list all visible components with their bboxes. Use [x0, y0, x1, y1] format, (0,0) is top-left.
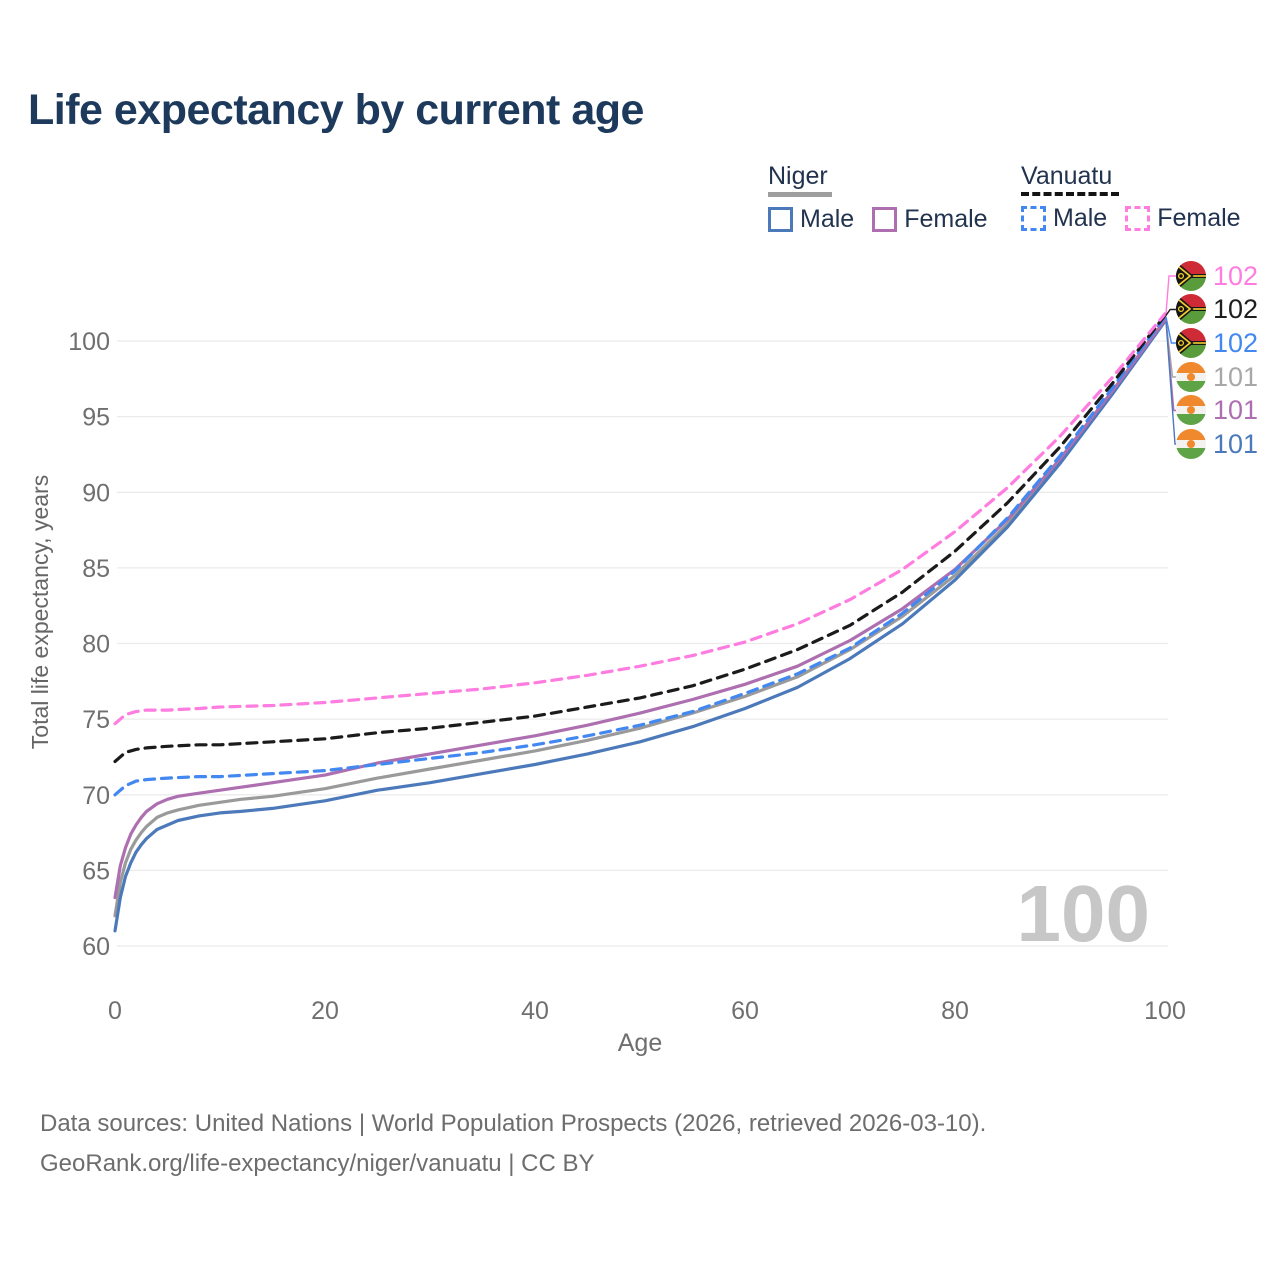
vanuatu-line-style-swatch [1021, 192, 1119, 196]
series-vu_f [113, 312, 1167, 726]
legend-label-niger-male: Male [800, 205, 855, 233]
y-tick-label: 70 [82, 782, 110, 810]
endpoint-value: 101 [1213, 395, 1259, 425]
niger-male-swatch-icon [768, 207, 793, 232]
niger-flag-icon [1176, 362, 1206, 392]
vanuatu-flag-icon [1176, 294, 1206, 324]
niger-flag-icon [1176, 429, 1206, 459]
endpoint-connector [1165, 321, 1176, 445]
vanuatu-flag-icon [1176, 328, 1206, 358]
series-ne_m [113, 319, 1167, 933]
x-tick-label: 0 [108, 997, 122, 1025]
vanuatu-male-swatch-icon [1021, 206, 1046, 231]
y-tick-label: 85 [82, 555, 110, 583]
y-tick-label: 65 [82, 857, 110, 885]
x-tick-label: 100 [1144, 997, 1186, 1025]
age-watermark: 100 [1016, 869, 1150, 958]
legend-country-niger[interactable]: Niger [768, 162, 828, 190]
x-tick-label: 80 [941, 997, 969, 1025]
endpoint-row: 102 [1176, 328, 1258, 358]
x-tick-label: 20 [311, 997, 339, 1025]
endpoint-row: 102 [1176, 261, 1258, 291]
y-tick-label: 100 [68, 328, 110, 356]
legend-country-vanuatu[interactable]: Vanuatu [1021, 162, 1113, 190]
legend-item-vanuatu-female[interactable]: Female [1125, 204, 1241, 233]
series-ne_f [113, 318, 1167, 900]
legend-item-vanuatu-male[interactable]: Male [1021, 204, 1107, 233]
niger-flag-icon [1176, 395, 1206, 425]
niger-female-swatch-icon [872, 207, 898, 232]
endpoint-value: 101 [1213, 362, 1259, 392]
endpoint-value: 102 [1213, 294, 1259, 324]
endpoint-row: 101 [1176, 395, 1258, 425]
legend-item-niger-female[interactable]: Female [872, 205, 988, 234]
endpoint-connector [1165, 316, 1176, 344]
endpoint-value: 101 [1213, 429, 1259, 459]
endpoint-row: 102 [1176, 294, 1258, 324]
legend-label-niger-female: Female [904, 205, 988, 233]
y-tick-label: 80 [82, 631, 110, 659]
legend-item-niger-male[interactable]: Male [768, 205, 854, 234]
legend-group-niger: Niger Male Female [768, 163, 1006, 234]
y-axis-title: Total life expectancy, years [27, 475, 53, 749]
x-tick-label: 60 [731, 997, 759, 1025]
series-vu_all [113, 313, 1167, 764]
endpoint-value: 102 [1213, 261, 1259, 291]
endpoint-connector [1165, 308, 1176, 316]
y-tick-label: 75 [82, 706, 110, 734]
y-tick-label: 90 [82, 479, 110, 507]
endpoint-connector [1165, 275, 1176, 314]
vanuatu-flag-icon [1176, 261, 1206, 291]
series-vu_m [113, 315, 1167, 797]
endpoint-value: 102 [1213, 328, 1259, 358]
vanuatu-female-swatch-icon [1125, 206, 1151, 231]
footer: Data sources: United Nations | World Pop… [40, 1104, 986, 1184]
niger-line-style-swatch [768, 192, 832, 197]
legend-label-vanuatu-female: Female [1157, 204, 1241, 232]
endpoint-row: 101 [1176, 429, 1258, 459]
series-ne_all [113, 319, 1167, 918]
legend-group-vanuatu: Vanuatu Male Female [1021, 163, 1259, 233]
legend-label-vanuatu-male: Male [1053, 204, 1108, 232]
x-axis-title: Age [618, 1029, 662, 1057]
y-tick-label: 95 [82, 404, 110, 432]
data-sources-line: Data sources: United Nations | World Pop… [40, 1110, 987, 1137]
attribution-line: GeoRank.org/life-expectancy/niger/vanuat… [40, 1150, 595, 1177]
endpoint-row: 101 [1176, 362, 1258, 392]
x-tick-label: 40 [521, 997, 549, 1025]
y-tick-label: 60 [82, 933, 110, 961]
page-title: Life expectancy by current age [28, 86, 644, 134]
legend: Niger Male Female Vanuatu Male [768, 163, 1280, 247]
